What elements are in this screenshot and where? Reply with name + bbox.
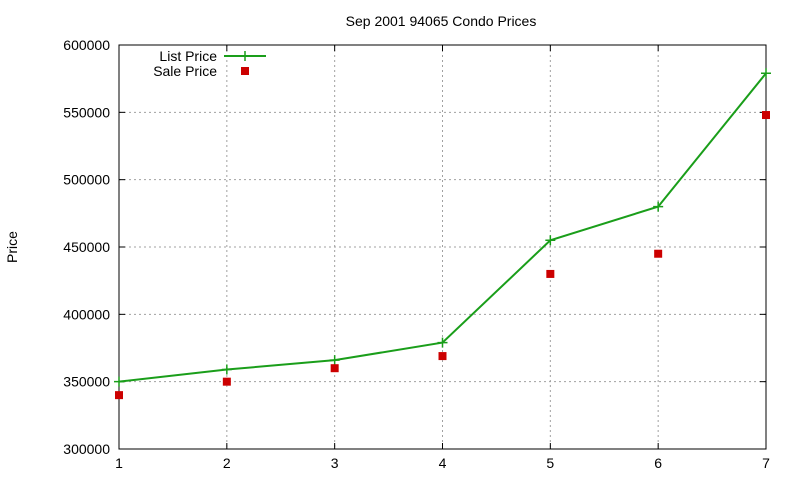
list-price-point — [653, 201, 664, 212]
sale-price-point — [654, 249, 663, 258]
y-tick-label: 450000 — [63, 239, 110, 255]
y-tick-label: 600000 — [63, 37, 110, 53]
x-tick-label: 2 — [223, 455, 231, 471]
y-tick-label: 350000 — [63, 374, 110, 390]
y-tick-label: 400000 — [63, 306, 110, 322]
list-price-point — [114, 376, 124, 387]
axes: 300000 350000 400000 450000 500000 550000 6000… — [63, 37, 770, 471]
legend-marker-sale-price — [241, 67, 249, 75]
list-price-point — [329, 355, 340, 366]
legend-label-sale-price: Sale Price — [153, 63, 217, 79]
list-price-point — [437, 337, 448, 348]
sale-price-point — [546, 269, 555, 278]
legend-marker-list-price — [240, 51, 250, 61]
chart-title: Sep 2001 94065 Condo Prices — [346, 13, 537, 29]
y-axis-label: Price — [4, 231, 20, 263]
sale-price-point — [762, 111, 770, 120]
sale-price-point — [438, 352, 447, 361]
x-tick-label: 3 — [331, 455, 339, 471]
x-tick-label: 7 — [762, 455, 770, 471]
list-price-point — [545, 235, 556, 246]
x-tick-label: 1 — [115, 455, 123, 471]
sale-price-point — [330, 364, 339, 373]
x-tick-label: 6 — [654, 455, 662, 471]
y-tick-label: 550000 — [63, 104, 110, 120]
grid — [119, 45, 766, 449]
y-tick-label: 300000 — [63, 441, 110, 457]
legend: List Price Sale Price — [153, 48, 266, 79]
y-tick-label: 500000 — [63, 172, 110, 188]
legend-label-list-price: List Price — [159, 48, 217, 64]
series — [114, 68, 771, 400]
x-tick-label: 5 — [546, 455, 554, 471]
x-tick-label: 4 — [439, 455, 447, 471]
sale-price-point — [222, 377, 231, 386]
list-price-point — [221, 364, 232, 375]
list-price-point — [761, 68, 771, 79]
sale-price-point — [115, 391, 123, 400]
